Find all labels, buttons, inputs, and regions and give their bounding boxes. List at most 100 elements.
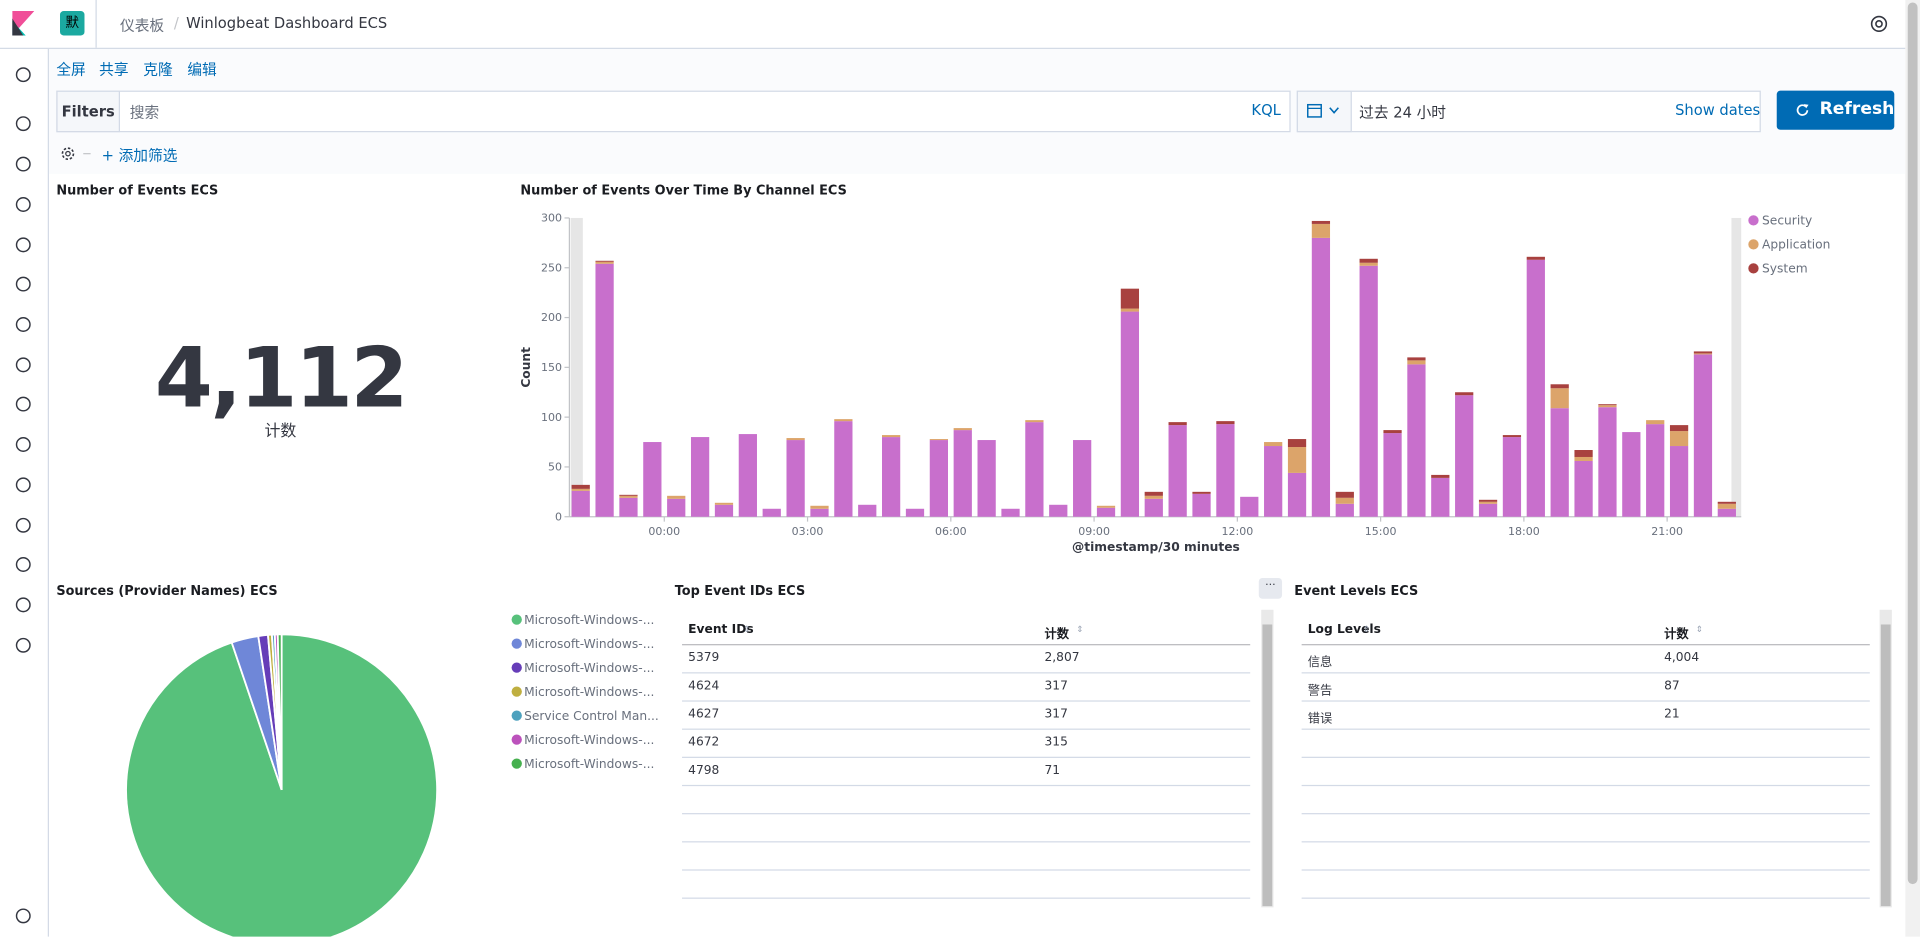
legend-label[interactable]: Microsoft-Windows-... [524, 733, 654, 747]
column-header[interactable]: Event IDs [688, 623, 754, 637]
nav-link[interactable]: 全屏 [56, 61, 86, 79]
settings-icon[interactable] [60, 146, 76, 162]
legend-label[interactable]: System [1762, 262, 1808, 276]
bar-segment [1693, 354, 1713, 517]
legend-label[interactable]: Security [1762, 214, 1812, 228]
sort-icon: ⇕ [743, 624, 751, 635]
legend-label[interactable]: Service Control Man... [524, 709, 659, 723]
row-line [682, 841, 1251, 843]
refresh-label: Refresh [1819, 99, 1895, 119]
nav-icon[interactable] [15, 116, 31, 132]
bar-segment [1359, 262, 1378, 266]
table-scroll-thumb[interactable] [1262, 624, 1273, 907]
nav-icon[interactable] [15, 557, 31, 572]
legend-swatch [1748, 263, 1759, 274]
bar-segment [1287, 439, 1307, 448]
nav-icon[interactable] [15, 276, 31, 292]
legend-label[interactable]: Microsoft-Windows-... [524, 661, 654, 675]
nav-icon[interactable] [15, 396, 31, 412]
bar-segment [1598, 404, 1617, 406]
breadcrumb[interactable]: 仪表板 [120, 17, 165, 35]
table-scroll-thumb[interactable] [1880, 624, 1891, 907]
date-picker[interactable] [1296, 90, 1761, 133]
add-filter[interactable]: + 添加筛选 [101, 146, 178, 165]
quick-menu[interactable] [1296, 90, 1352, 133]
bar-segment [1478, 499, 1498, 502]
bar-segment [1359, 265, 1378, 517]
bar-segment [571, 490, 590, 517]
nav-link[interactable]: 克隆 [143, 61, 173, 79]
bar-segment [786, 440, 805, 517]
bar-segment [1717, 503, 1736, 509]
x-tick-label: 18:00 [1508, 525, 1540, 538]
y-tick-label: 150 [541, 361, 562, 374]
help-icon[interactable] [1870, 15, 1888, 33]
query-input[interactable] [56, 90, 1291, 133]
row-line [1301, 813, 1870, 815]
bar-segment [1335, 503, 1354, 517]
table-cell: 4798 [688, 764, 720, 778]
nav-icon[interactable] [15, 197, 31, 212]
partial-bucket [570, 217, 583, 517]
bar-segment [595, 260, 614, 262]
table-cell: 317 [1044, 707, 1068, 722]
bar-segment [595, 263, 614, 517]
nav-icon[interactable] [15, 517, 31, 533]
table-cell: 4624 [688, 679, 720, 694]
logo[interactable] [12, 11, 35, 36]
row-line [682, 728, 1251, 730]
bar-segment [1287, 472, 1307, 517]
show-dates[interactable]: Show dates [1675, 101, 1761, 119]
scrollbar-thumb[interactable] [1907, 2, 1918, 885]
nav-icon[interactable] [15, 237, 31, 253]
column-header[interactable]: 计数 [1044, 628, 1069, 642]
nav-icon[interactable] [15, 637, 31, 653]
space-badge[interactable]: 默 [60, 11, 85, 36]
nav-icon[interactable] [15, 437, 31, 452]
nav-icon[interactable] [15, 597, 31, 613]
sort-icon: ⇕ [1695, 624, 1704, 635]
legend-label[interactable]: Microsoft-Windows-... [524, 613, 654, 627]
language-switch[interactable]: KQL [1251, 101, 1281, 119]
bar-segment [643, 442, 662, 517]
bar-segment [762, 508, 781, 517]
legend-label[interactable]: Microsoft-Windows-... [524, 757, 654, 771]
nav-icon[interactable] [15, 67, 31, 83]
refresh-button[interactable] [1776, 90, 1895, 130]
row-line [682, 784, 1251, 787]
bar-segment [619, 497, 638, 517]
row-line [1301, 672, 1870, 674]
partial-bucket [1731, 217, 1742, 517]
legend-swatch [511, 686, 522, 697]
legend-label[interactable]: Application [1762, 238, 1830, 252]
table-cell: 317 [1044, 679, 1068, 694]
nav-icon[interactable] [15, 908, 31, 924]
bar-segment [619, 494, 638, 496]
bar-segment [1717, 508, 1736, 517]
nav-link[interactable]: 共享 [99, 61, 129, 79]
bar-segment [1264, 446, 1283, 517]
legend-label[interactable]: Microsoft-Windows-... [524, 637, 654, 651]
bar-segment [1693, 351, 1713, 354]
nav-icon[interactable] [15, 317, 31, 332]
filters-button[interactable]: Filters [56, 90, 121, 133]
nav-link[interactable]: 编辑 [187, 61, 217, 79]
column-header[interactable]: Log Levels [1307, 623, 1381, 637]
nav-icon[interactable] [15, 477, 31, 493]
panel-options[interactable]: ··· [1258, 577, 1283, 599]
bar-segment [1478, 501, 1498, 504]
column-header[interactable]: 计数 [1664, 628, 1689, 642]
row-line [1301, 756, 1870, 758]
legend-label[interactable]: Microsoft-Windows-... [524, 685, 654, 699]
x-tick-label: 21:00 [1651, 525, 1683, 538]
nav-icon[interactable] [15, 357, 31, 373]
legend-swatch [511, 614, 522, 625]
bar-segment [1311, 220, 1331, 224]
bar-segment [1550, 408, 1569, 517]
bar-segment [1574, 450, 1593, 457]
bar-segment [1383, 433, 1402, 517]
nav-icon[interactable] [15, 156, 31, 172]
bar-segment [834, 419, 853, 422]
time-range[interactable]: 过去 24 小时 [1359, 104, 1447, 122]
bar-segment [1407, 360, 1426, 365]
